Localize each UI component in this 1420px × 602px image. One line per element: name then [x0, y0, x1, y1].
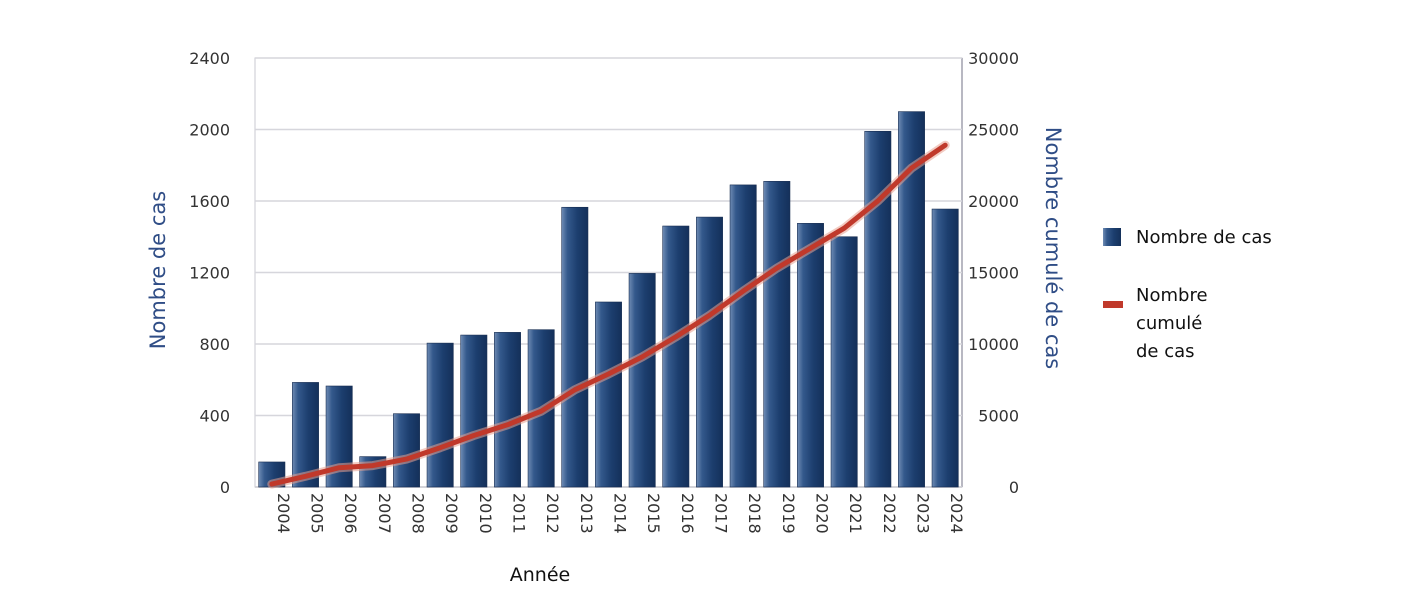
- x-tick-label: 2004: [274, 493, 293, 534]
- x-tick-label: 2014: [611, 493, 630, 534]
- x-tick-label: 2012: [543, 493, 562, 534]
- legend-item-line: Nombre cumulé de cas: [1103, 285, 1208, 362]
- y-tick-label: 2400: [189, 49, 230, 68]
- x-tick-label: 2015: [644, 493, 663, 534]
- left-axis: 0 400 800 1200 1600 2000 2400: [189, 49, 230, 497]
- y-tick-label: 800: [199, 335, 230, 354]
- y-tick-label: 400: [199, 407, 230, 426]
- cumulative-line: [269, 142, 948, 487]
- y-tick-label: 1600: [189, 192, 230, 211]
- y-tick-label: 2000: [189, 121, 230, 140]
- y2-tick-label: 20000: [968, 192, 1019, 211]
- x-tick-label: 2006: [341, 493, 360, 534]
- x-tick-label: 2023: [914, 493, 933, 534]
- x-tick-label: 2011: [510, 493, 529, 534]
- legend: Nombre de cas Nombre cumulé de cas: [1103, 227, 1272, 362]
- line-series: [267, 140, 950, 489]
- x-tick-label: 2016: [678, 493, 697, 534]
- bar-2009: [426, 342, 454, 488]
- x-tick-label: 2022: [880, 493, 899, 534]
- legend-label-line-3: de cas: [1136, 341, 1195, 362]
- bar-2022: [864, 130, 892, 488]
- x-tick-label: 2021: [846, 493, 865, 534]
- x-axis-title: Année: [510, 564, 570, 586]
- x-tick-label: 2007: [375, 493, 394, 534]
- x-tick-label: 2020: [813, 493, 832, 534]
- y2-axis-title: Nombre cumulé de cas: [1041, 127, 1065, 369]
- x-tick-label: 2013: [577, 493, 596, 534]
- y2-tick-label: 0: [1009, 478, 1019, 497]
- y2-tick-label: 10000: [968, 335, 1019, 354]
- bar-2021: [830, 236, 858, 488]
- y2-tick-label: 15000: [968, 264, 1019, 283]
- x-tick-label: 2019: [779, 493, 798, 534]
- legend-label-bars: Nombre de cas: [1136, 227, 1272, 248]
- y2-tick-label: 5000: [978, 407, 1019, 426]
- y2-tick-label: 25000: [968, 121, 1019, 140]
- x-tick-label: 2005: [308, 493, 327, 534]
- x-tick-label: 2018: [745, 493, 764, 534]
- x-tick-label: 2010: [476, 493, 495, 534]
- x-axis: 2004 2005 2006 2007 2008 2009 2010 2011 2012 2013…: [274, 493, 966, 534]
- bar-2010: [460, 334, 488, 488]
- bar-2024: [931, 208, 959, 488]
- bar-2019: [763, 181, 791, 488]
- x-tick-label: 2024: [947, 493, 966, 534]
- bar-2017: [696, 216, 723, 488]
- legend-swatch-bars: [1103, 228, 1121, 246]
- x-tick-label: 2009: [442, 493, 461, 534]
- y-tick-label: 0: [220, 478, 230, 497]
- x-tick-label: 2008: [409, 493, 428, 534]
- legend-label-line-1: Nombre: [1136, 285, 1208, 306]
- legend-item-bars: Nombre de cas: [1103, 227, 1272, 248]
- bar-2013: [561, 206, 589, 488]
- bar-2020: [797, 223, 824, 488]
- bar-2016: [662, 225, 690, 488]
- y-axis-title: Nombre de cas: [146, 191, 170, 349]
- legend-label-line-2: cumulé: [1136, 313, 1202, 334]
- y2-tick-label: 30000: [968, 49, 1019, 68]
- legend-swatch-line: [1103, 301, 1123, 308]
- bar-2018: [729, 184, 757, 488]
- x-tick-label: 2017: [712, 493, 731, 534]
- bar-2008: [393, 413, 420, 488]
- right-axis: 0 5000 10000 15000 20000 25000 30000: [968, 49, 1019, 497]
- bar-2011: [494, 332, 521, 488]
- y-tick-label: 1200: [189, 264, 230, 283]
- bar-2015: [628, 273, 656, 488]
- bar-2014: [595, 301, 622, 488]
